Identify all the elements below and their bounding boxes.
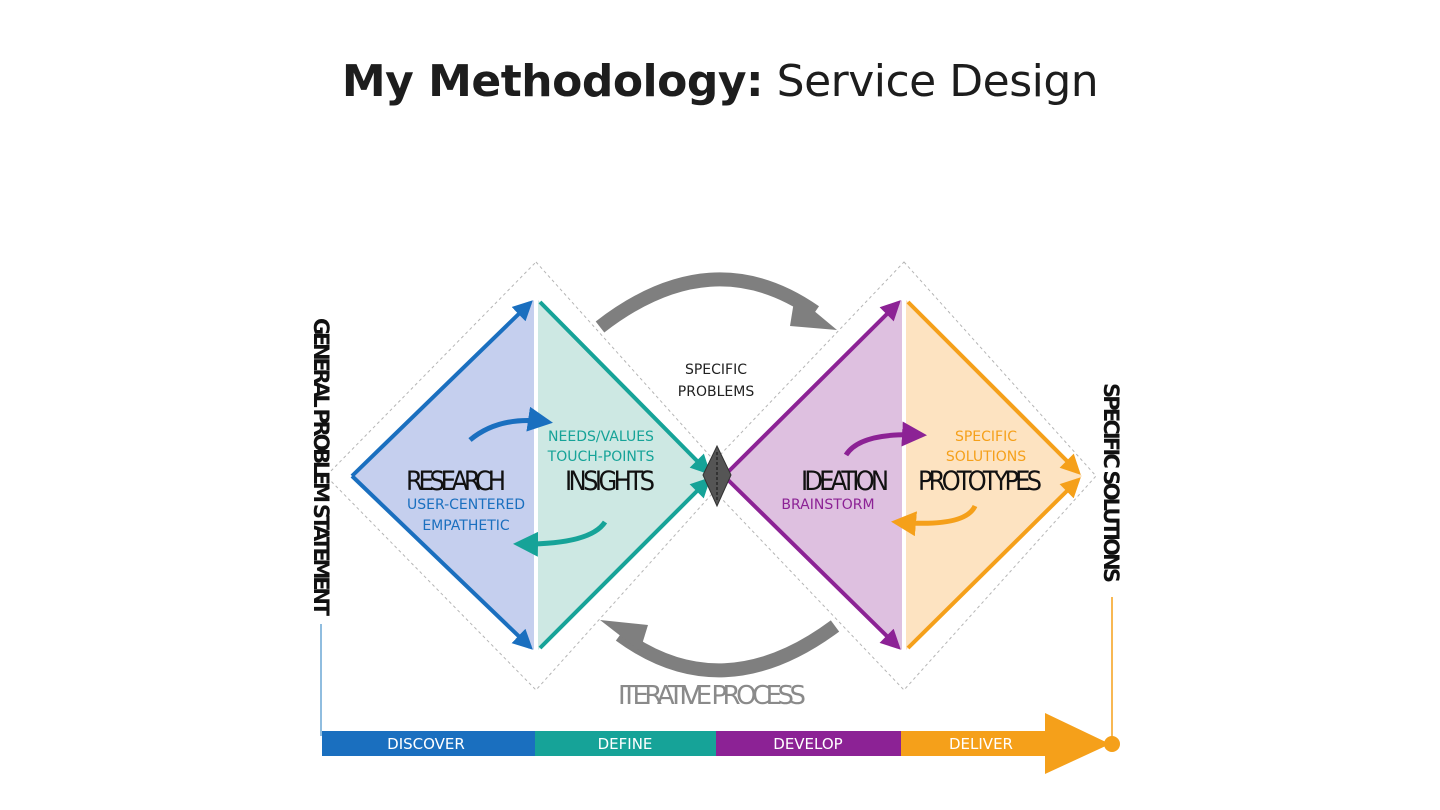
insights-sub-2: TOUCH-POINTS — [547, 449, 655, 465]
research-sub-1: USER-CENTERED — [407, 497, 525, 513]
ideation-edge-down — [722, 474, 901, 650]
research-sub-2: EMPATHETIC — [422, 518, 510, 534]
ideation-curl-arrow — [843, 421, 927, 457]
prototypes-sub-2: SOLUTIONS — [946, 449, 1026, 465]
insights-curl-arrow — [513, 520, 608, 557]
research-triangle — [352, 298, 536, 652]
page-title: My Methodology: Service Design — [0, 56, 1440, 107]
ideation-sub-1: BRAINSTORM — [781, 497, 874, 513]
iterative-label: ITERATIVE PROCESS — [618, 681, 806, 711]
insights-triangle — [536, 298, 712, 652]
research-edge-down — [350, 474, 533, 650]
stage-discover-bar — [322, 731, 535, 756]
stage-develop-label: DEVELOP — [773, 735, 842, 753]
center-diamond — [702, 444, 732, 508]
left-diamond-outline — [325, 261, 729, 691]
stage-define-bar — [535, 731, 716, 756]
insights-label: INSIGHTS — [565, 466, 655, 497]
iterative-arrowhead-bottom — [600, 620, 648, 651]
title-light: Service Design — [776, 56, 1099, 107]
stage-define-label: DEFINE — [598, 735, 653, 753]
stage-deliver-bar — [901, 731, 1045, 756]
prototypes-edge-up — [906, 300, 1081, 475]
stage-discover-label: DISCOVER — [387, 735, 465, 753]
research-label: RESEARCH — [406, 466, 506, 497]
prototypes-curl-arrow — [891, 504, 978, 537]
left-vertical-label: GENERAL PROBLEM STATEMENT — [309, 318, 333, 617]
iterative-arrowhead-top — [790, 295, 837, 330]
center-label-2: PROBLEMS — [678, 384, 755, 400]
prototypes-edge-down — [906, 477, 1081, 650]
right-vertical-label: SPECIFIC SOLUTIONS — [1099, 383, 1123, 583]
research-edge-up — [350, 300, 533, 478]
stage-develop-bar — [716, 731, 901, 756]
ideation-label: IDEATION — [801, 466, 889, 497]
title-bold: My Methodology: — [341, 56, 764, 107]
insights-sub-1: NEEDS/VALUES — [548, 429, 654, 445]
insights-edge-up — [538, 300, 711, 475]
stage-arrowhead — [1045, 713, 1110, 774]
ideation-triangle — [724, 298, 904, 652]
prototypes-triangle — [904, 298, 1082, 652]
insights-edge-down — [538, 477, 711, 650]
iterative-arrow-bottom — [615, 620, 840, 678]
prototypes-sub-1: SPECIFIC — [955, 429, 1017, 445]
stage-deliver-label: DELIVER — [949, 735, 1013, 753]
prototypes-label: PROTOTYPES — [918, 466, 1042, 497]
end-dot — [1104, 736, 1120, 752]
research-curl-arrow — [468, 406, 553, 442]
iterative-arrow-top — [595, 272, 820, 333]
ideation-edge-up — [722, 300, 901, 478]
center-label-1: SPECIFIC — [685, 362, 747, 378]
